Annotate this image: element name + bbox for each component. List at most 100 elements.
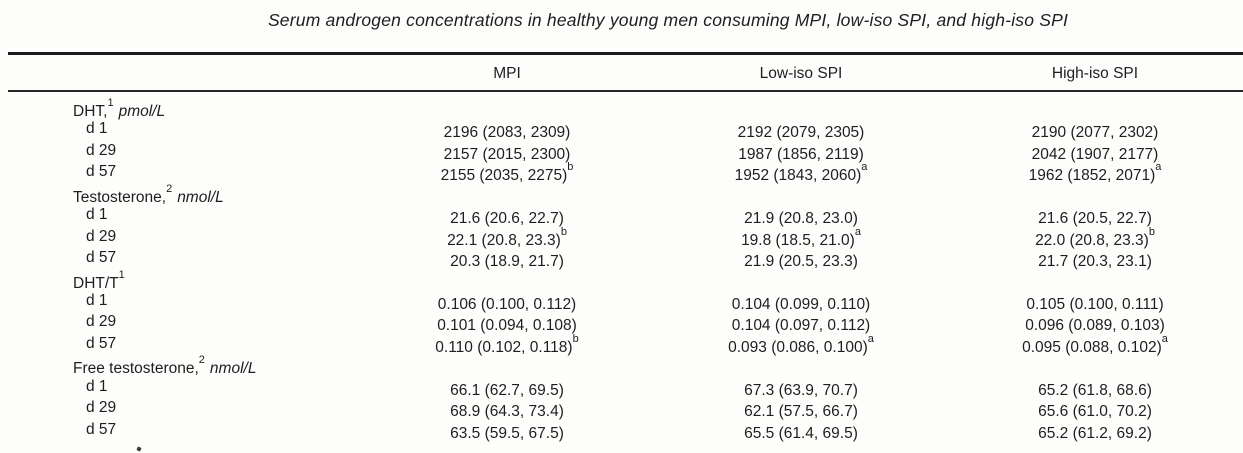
section-label: DHT,1 pmol/L <box>0 97 360 121</box>
analyte-name: DHT/T <box>73 274 119 292</box>
data-row: d 1 66.1 (62.7, 69.5) 67.3 (63.9, 70.7) … <box>0 376 1243 399</box>
data-row: d 57 0.110 (0.102, 0.118)b 0.093 (0.086,… <box>0 332 1243 356</box>
value-text: 2196 (2083, 2309) <box>443 124 571 142</box>
footnote-marker: 2 <box>198 354 205 367</box>
value-cell-mpi: 0.110 (0.102, 0.118)b <box>360 332 654 356</box>
value-cell-low-iso-spi: 0.104 (0.097, 0.112) <box>654 311 948 335</box>
day-label: d 57 <box>86 163 117 181</box>
value-text: 66.1 (62.7, 69.5) <box>450 381 564 399</box>
day-label: d 1 <box>86 291 108 309</box>
value-cell-low-iso-spi: 19.8 (18.5, 21.0)a <box>654 226 948 249</box>
value-cell-mpi: 2196 (2083, 2309) <box>360 118 654 142</box>
value-cell-low-iso-spi: 1987 (1856, 2119) <box>654 140 948 164</box>
section-label: Free testosterone,2 nmol/L <box>0 354 360 378</box>
day-label: d 1 <box>86 206 108 224</box>
value-text: 2155 (2035, 2275) <box>440 167 568 185</box>
value-cell-mpi: 66.1 (62.7, 69.5) <box>360 376 654 399</box>
cutoff-next-row-fragment <box>136 446 142 452</box>
value-text: 65.2 (61.8, 68.6) <box>1038 381 1152 399</box>
value-text: 21.9 (20.5, 23.3) <box>744 253 858 271</box>
significance-marker: a <box>1155 161 1162 174</box>
analyte-name: Testosterone, <box>73 188 167 206</box>
empty-cell <box>654 354 948 375</box>
empty-cell <box>360 269 654 290</box>
value-text: 1987 (1856, 2119) <box>738 146 864 164</box>
value-text: 0.095 (0.088, 0.102) <box>1022 338 1162 356</box>
column-header-high-iso-spi: High-iso SPI <box>1051 65 1139 82</box>
day-label: d 57 <box>86 420 117 438</box>
value-cell-high-iso-spi: 2190 (2077, 2302) <box>948 118 1242 142</box>
value-cell-high-iso-spi: 65.2 (61.2, 69.2) <box>948 419 1242 442</box>
data-row: d 1 2196 (2083, 2309) 2192 (2079, 2305) … <box>0 118 1243 142</box>
day-label: d 1 <box>86 120 108 138</box>
data-row: d 29 68.9 (64.3, 73.4) 62.1 (57.5, 66.7)… <box>0 397 1243 421</box>
value-text: 0.104 (0.099, 0.110) <box>731 296 871 314</box>
section-label: Testosterone,2 nmol/L <box>0 183 360 206</box>
value-cell-high-iso-spi: 22.0 (20.8, 23.3)b <box>948 225 1242 249</box>
value-text: 22.1 (20.8, 23.3) <box>447 231 561 249</box>
column-header-mpi: MPI <box>493 65 521 82</box>
significance-marker: b <box>572 332 579 345</box>
value-cell-low-iso-spi: 67.3 (63.9, 70.7) <box>654 376 948 399</box>
empty-cell <box>948 97 1242 118</box>
value-text: 67.3 (63.9, 70.7) <box>744 381 858 399</box>
data-row: d 57 63.5 (59.5, 67.5) 65.5 (61.4, 69.5)… <box>0 419 1243 442</box>
value-text: 19.8 (18.5, 21.0) <box>741 231 855 249</box>
value-text: 21.7 (20.3, 23.1) <box>1038 253 1152 271</box>
value-text: 20.3 (18.9, 21.7) <box>450 253 564 271</box>
analyte-name: DHT, <box>73 103 108 121</box>
column-header-row: MPI Low-iso SPI High-iso SPI <box>0 59 1243 89</box>
empty-cell <box>360 183 654 204</box>
empty-cell <box>948 183 1242 204</box>
empty-cell <box>948 269 1242 290</box>
data-row: d 29 0.101 (0.094, 0.108) 0.104 (0.097, … <box>0 311 1243 335</box>
unit-label: nmol/L <box>209 360 257 378</box>
empty-cell <box>654 183 948 204</box>
significance-marker: b <box>567 161 574 174</box>
header-divider-rule <box>8 90 1243 92</box>
section-header-row: DHT,1 pmol/L <box>0 97 1243 121</box>
significance-marker: a <box>861 161 868 174</box>
value-cell-mpi: 22.1 (20.8, 23.3)b <box>360 226 654 249</box>
day-label: d 29 <box>86 313 117 331</box>
unit-label: nmol/L <box>177 188 224 206</box>
column-header-low-iso-spi: Low-iso SPI <box>759 65 843 82</box>
day-label: d 29 <box>86 227 117 245</box>
value-cell-high-iso-spi: 65.6 (61.0, 70.2) <box>948 397 1242 421</box>
day-label: d 57 <box>86 249 117 267</box>
data-row: d 1 0.106 (0.100, 0.112) 0.104 (0.099, 0… <box>0 290 1243 314</box>
value-cell-low-iso-spi: 21.9 (20.8, 23.0) <box>654 204 948 227</box>
data-row: d 29 22.1 (20.8, 23.3)b 19.8 (18.5, 21.0… <box>0 225 1243 249</box>
value-cell-mpi: 2157 (2015, 2300) <box>360 140 654 163</box>
section-header-row: Free testosterone,2 nmol/L <box>0 354 1243 378</box>
value-cell-low-iso-spi: 0.104 (0.099, 0.110) <box>654 290 948 314</box>
footnote-marker: 1 <box>118 268 125 281</box>
data-row: d 57 20.3 (18.9, 21.7) 21.9 (20.5, 23.3)… <box>0 247 1243 271</box>
data-row: d 29 2157 (2015, 2300) 1987 (1856, 2119)… <box>0 140 1243 164</box>
significance-marker: b <box>1148 225 1155 238</box>
empty-cell <box>654 269 948 290</box>
value-text: 0.105 (0.100, 0.111) <box>1026 296 1164 314</box>
value-text: 0.110 (0.102, 0.118) <box>435 338 573 356</box>
significance-marker: a <box>867 332 874 345</box>
value-text: 68.9 (64.3, 73.4) <box>450 403 564 421</box>
value-text: 0.104 (0.097, 0.112) <box>731 317 871 335</box>
value-cell-low-iso-spi: 0.093 (0.086, 0.100)a <box>654 332 948 356</box>
value-text: 2192 (2079, 2305) <box>737 124 865 142</box>
value-text: 63.5 (59.5, 67.5) <box>450 424 564 442</box>
section-header-row: DHT/T1 <box>0 268 1243 292</box>
footnote-marker: 1 <box>107 97 114 109</box>
value-text: 0.106 (0.100, 0.112) <box>437 296 577 314</box>
value-text: 21.6 (20.6, 22.7) <box>450 210 564 228</box>
value-text: 65.2 (61.2, 69.2) <box>1038 424 1152 442</box>
analyte-name: Free testosterone, <box>73 360 199 378</box>
value-cell-high-iso-spi: 21.6 (20.5, 22.7) <box>948 204 1242 227</box>
section-header-row: Testosterone,2 nmol/L <box>0 183 1243 206</box>
table-body: DHT,1pmol/L d 1 2196 (2083, 2309) 2192 (… <box>0 97 1243 442</box>
value-cell-low-iso-spi: 2192 (2079, 2305) <box>654 118 948 142</box>
value-cell-low-iso-spi: 62.1 (57.5, 66.7) <box>654 397 948 420</box>
value-text: 65.6 (61.0, 70.2) <box>1038 403 1152 421</box>
day-label: d 29 <box>86 141 117 159</box>
day-label: d 57 <box>86 334 117 352</box>
